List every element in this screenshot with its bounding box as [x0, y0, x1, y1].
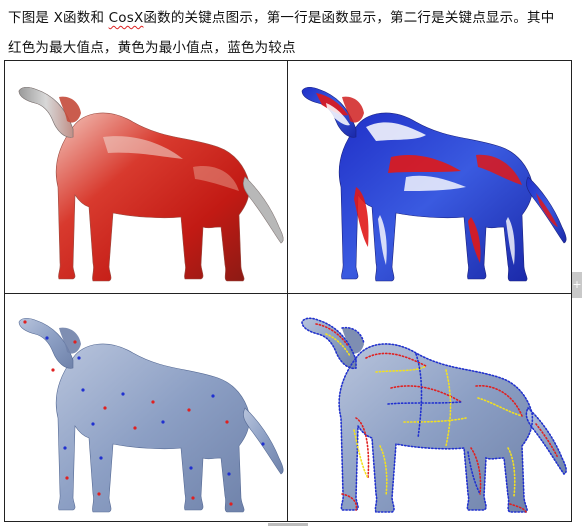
expand-tab-plus-icon[interactable]: + [572, 272, 582, 298]
caption-prefix: 下图是 X函数和 [8, 10, 109, 26]
caption-suffix: 函数的关键点图示，第一行是函数显示，第二行是关键点显示。其中 [143, 10, 555, 26]
x-function-render [5, 61, 288, 294]
figure-table [4, 60, 572, 522]
caption-line-2: 红色为最大值点，黄色为最小值点，蓝色为较点 [8, 40, 296, 56]
dog-x-keypoints-image [18, 317, 284, 513]
caption-line-1: 下图是 X函数和 CosX函数的关键点图示，第一行是函数显示，第二行是关键点显示… [8, 6, 554, 26]
cosx-keypoints-render [288, 294, 571, 521]
dog-cosx-keypoints-image [301, 317, 567, 513]
cosx-function-render [288, 61, 571, 294]
scroll-indicator[interactable] [268, 523, 308, 526]
keypoint-contours [301, 317, 567, 513]
cosx-spellcheck-word: CosX [108, 10, 144, 26]
dog-cosx-function-image [301, 86, 567, 282]
x-keypoints-render [5, 294, 288, 521]
dog-x-function-image [18, 86, 284, 282]
keypoint-markers [23, 320, 265, 506]
